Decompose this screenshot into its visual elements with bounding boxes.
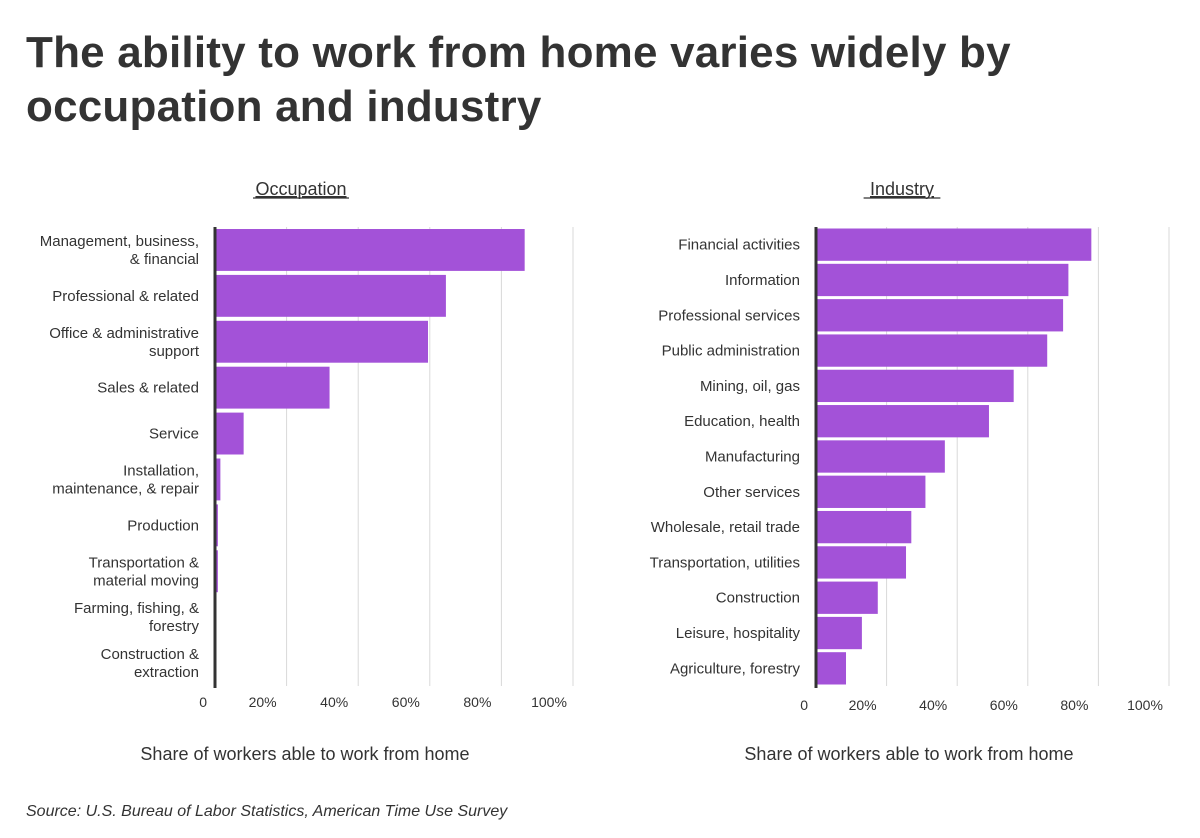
industry-category-label-7: Other services	[703, 484, 800, 501]
occupation-bar-0	[215, 229, 525, 271]
occupation-tick-label-0: 0	[199, 694, 207, 710]
industry-category-label-12: Agriculture, forestry	[670, 660, 801, 677]
occupation-category-label-7: Transportation & material moving	[89, 554, 199, 589]
industry-category-label-1: Information	[725, 272, 800, 289]
occupation-bar-5	[215, 458, 221, 501]
industry-category-label-6: Manufacturing	[705, 449, 800, 466]
source-note: Source: U.S. Bureau of Labor Statistics,…	[26, 803, 508, 820]
industry-bar-1	[816, 263, 1069, 297]
industry-bar-7	[816, 475, 926, 508]
occupation-tick-label-60: 60%	[392, 694, 420, 710]
industry-x-axis-label: Share of workers able to work from home	[744, 744, 1073, 764]
industry-tick-label-0: 0	[800, 697, 808, 713]
occupation-bar-4	[215, 412, 244, 455]
industry-tick-label-60: 60%	[990, 697, 1018, 713]
occupation-category-label-4: Service	[149, 426, 199, 443]
occupation-chart: Occupation Management, business, & financi…	[40, 179, 574, 764]
industry-tick-label-100: 100%	[1127, 697, 1163, 713]
occupation-x-axis-label: Share of workers able to work from home	[140, 744, 469, 764]
industry-category-label-0: Financial activities	[678, 237, 800, 254]
industry-bar-9	[816, 546, 907, 579]
industry-bar-5	[816, 405, 989, 438]
industry-tick-label-40: 40%	[919, 697, 947, 713]
industry-tick-label-80: 80%	[1060, 697, 1088, 713]
occupation-category-label-1: Professional & related	[52, 288, 199, 305]
industry-category-label-8: Wholesale, retail trade	[651, 519, 800, 536]
industry-category-label-10: Construction	[716, 590, 800, 607]
occupation-category-label-9: Construction & extraction	[101, 646, 199, 681]
industry-bar-11	[816, 616, 862, 650]
chart-title: The ability to work from home varies wid…	[26, 28, 1011, 131]
industry-category-label-2: Professional services	[658, 307, 800, 324]
occupation-tick-label-40: 40%	[320, 694, 348, 710]
industry-category-label-9: Transportation, utilities	[650, 554, 800, 571]
industry-panel-title: Industry	[870, 179, 934, 199]
industry-bar-4	[816, 369, 1014, 403]
occupation-category-label-6: Production	[127, 517, 199, 534]
occupation-tick-label-80: 80%	[463, 694, 491, 710]
industry-category-label-11: Leisure, hospitality	[676, 625, 801, 642]
occupation-bar-2	[215, 320, 429, 363]
occupation-bar-3	[215, 366, 330, 409]
occupation-tick-label-20: 20%	[249, 694, 277, 710]
occupation-category-label-8: Farming, fishing, & forestry	[74, 600, 200, 635]
industry-category-label-5: Education, health	[684, 413, 800, 430]
industry-bar-0	[816, 228, 1092, 261]
occupation-category-label-0: Management, business, & financial	[40, 233, 199, 268]
industry-bar-3	[816, 334, 1048, 367]
occupation-category-label-5: Installation, maintenance, & repair	[52, 462, 199, 497]
industry-category-label-3: Public administration	[662, 343, 800, 360]
industry-tick-label-20: 20%	[849, 697, 877, 713]
occupation-category-label-2: Office & administrative support	[49, 325, 200, 360]
industry-bar-12	[816, 652, 847, 685]
industry-bar-10	[816, 581, 878, 614]
occupation-category-label-3: Sales & related	[97, 380, 199, 397]
occupation-bar-1	[215, 274, 446, 317]
industry-bar-6	[816, 440, 945, 473]
industry-bar-8	[816, 510, 912, 544]
occupation-panel-title: Occupation	[255, 179, 346, 199]
industry-chart: Industry Financial activities Information P…	[650, 179, 1170, 764]
industry-category-label-4: Mining, oil, gas	[700, 378, 800, 395]
industry-bar-2	[816, 299, 1064, 332]
occupation-tick-label-100: 100%	[531, 694, 567, 710]
